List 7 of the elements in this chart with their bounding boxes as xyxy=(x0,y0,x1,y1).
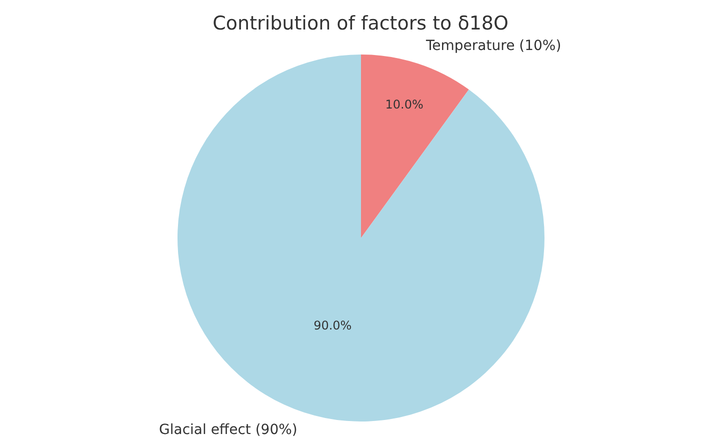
chart-title: Contribution of factors to δ18O xyxy=(212,12,508,35)
data-label: 10.0% xyxy=(385,98,424,112)
slice-label: Glacial effect (90%) xyxy=(159,422,298,438)
pie-slice xyxy=(361,54,469,238)
pie-slice xyxy=(178,54,544,422)
data-label: 90.0% xyxy=(314,318,352,332)
slice-label: Temperature (10%) xyxy=(425,38,562,54)
